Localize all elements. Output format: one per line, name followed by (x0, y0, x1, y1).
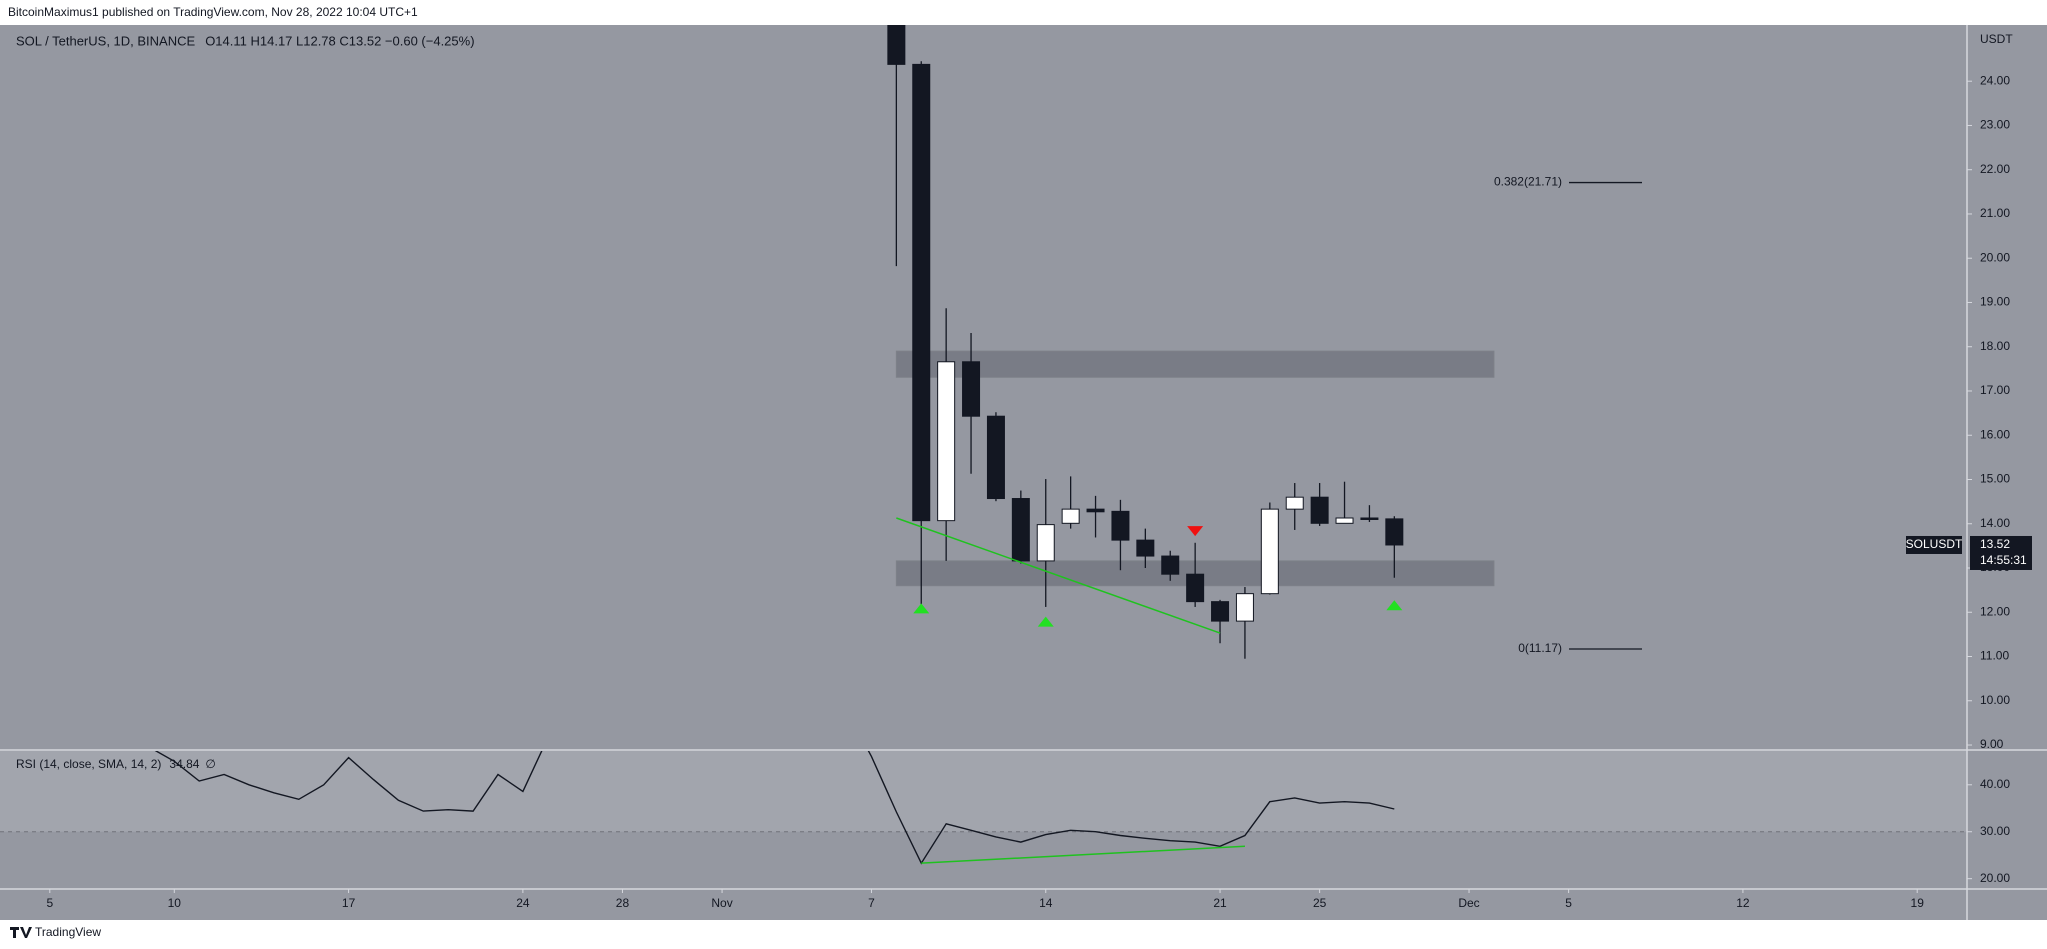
signal-marker (1187, 526, 1204, 537)
header-bar (0, 0, 2047, 25)
candle-body (1335, 517, 1354, 524)
rsi-line (154, 751, 1395, 865)
footer-bar (0, 920, 2047, 949)
candle-body (1036, 524, 1055, 562)
candle-body (986, 415, 1005, 500)
candle-body (1011, 498, 1030, 562)
candle-body (1310, 496, 1329, 524)
x-tick-label: 21 (1213, 896, 1227, 910)
rsi-y-tick-label: 30.00 (1980, 824, 2010, 838)
logo-mark (10, 927, 32, 938)
price-pane: 0.382(21.71) 0(11.17) (887, 25, 1642, 659)
y-tick-label: 19.00 (1980, 295, 2010, 309)
y-tick-label: 11.00 (1980, 649, 2009, 663)
x-tick-label: 24 (516, 896, 530, 910)
axes: 5 10 17 24 28 Nov 7 14 21 25 Dec 5 12 19 9.00 10.00 11.0… (46, 73, 2010, 910)
y-tick-label: 20.00 (1980, 250, 2010, 264)
x-tick-label: 7 (868, 896, 875, 910)
x-tick-label: 14 (1039, 896, 1053, 910)
countdown-label: 14:55:31 (1980, 553, 2027, 567)
trendline (896, 517, 1221, 634)
y-tick-label: 14.00 (1980, 516, 2010, 530)
candle-body (1360, 517, 1379, 520)
price-tag-label: 13.52 (1980, 537, 2010, 551)
rsi-title: RSI (14, close, SMA, 14, 2) (16, 757, 161, 771)
footer-logo: TradingView (10, 925, 101, 939)
price-tag (1970, 535, 2032, 570)
x-tick-label: 17 (342, 896, 356, 910)
brand: TradingView (35, 925, 101, 939)
candle-body (1211, 601, 1230, 622)
y-tick-label: 17.00 (1980, 383, 2010, 397)
candle-body (912, 63, 931, 522)
candle-body (962, 361, 981, 417)
ohlc-legend: O14.11 H14.17 L12.78 C13.52 −0.60 (−4.25… (205, 33, 474, 48)
candle-body (1086, 508, 1105, 513)
x-tick-label: 10 (168, 896, 182, 910)
y-tick-label: 23.00 (1980, 118, 2010, 132)
signal-marker (1386, 600, 1403, 611)
rsi-y-tick-label: 20.00 (1980, 871, 2010, 885)
rsi-value: 34.84 (169, 757, 199, 771)
x-tick-label: 5 (46, 896, 53, 910)
candle-body (1285, 496, 1304, 510)
zone (895, 350, 1495, 378)
rsi-y-tick-label: 40.00 (1980, 777, 2010, 791)
x-tick-label: 25 (1313, 896, 1327, 910)
y-tick-label: 15.00 (1980, 472, 2010, 486)
candle-body (1260, 508, 1279, 595)
y-tick-label: 9.00 (1980, 737, 2004, 751)
candle-body (1061, 508, 1080, 524)
publisher: BitcoinMaximus1 published on TradingView… (8, 5, 418, 19)
legend-title: SOL / TetherUS, 1D, BINANCE (16, 33, 196, 48)
x-tick-label: Dec (1458, 896, 1479, 910)
rsi-trendline (921, 845, 1245, 864)
rsi-symbol: ∅ (205, 757, 215, 771)
candle-body (1111, 510, 1130, 541)
y-tick-label: 16.00 (1980, 427, 2010, 441)
candle-body (1161, 555, 1180, 575)
rsi-band (0, 751, 1967, 832)
y-tick-label: 24.00 (1980, 73, 2010, 87)
candle-body (1186, 573, 1205, 603)
fib-label: 0(11.17) (1518, 641, 1562, 655)
candle-body (1235, 593, 1254, 622)
signal-marker (913, 603, 930, 614)
y-tick-label: 12.00 (1980, 604, 2010, 618)
signal-marker (1037, 616, 1054, 627)
x-tick-label: 19 (1911, 896, 1925, 910)
symbol-tag (1906, 535, 1962, 554)
x-tick-label: 5 (1565, 896, 1572, 910)
x-tick-label: Nov (711, 896, 732, 910)
x-tick-label: 28 (616, 896, 630, 910)
y-tick-label: 21.00 (1980, 206, 2010, 220)
rsi-band-layer (0, 751, 1967, 832)
y-tick-label: 22.00 (1980, 162, 2010, 176)
y-tick-label: 18.00 (1980, 339, 2010, 353)
y-axis-unit: USDT (1980, 32, 2013, 46)
candle-body (887, 25, 906, 65)
symbol-tag-label: SOLUSDT (1906, 537, 1963, 551)
candle-body (937, 361, 956, 522)
y-tick-label: 10.00 (1980, 693, 2010, 707)
candle-body (1136, 539, 1155, 557)
fib-label: 0.382(21.71) (1494, 175, 1562, 189)
candle-body (1385, 518, 1404, 546)
rsi-pane (0, 751, 1967, 865)
x-tick-label: 12 (1736, 896, 1750, 910)
